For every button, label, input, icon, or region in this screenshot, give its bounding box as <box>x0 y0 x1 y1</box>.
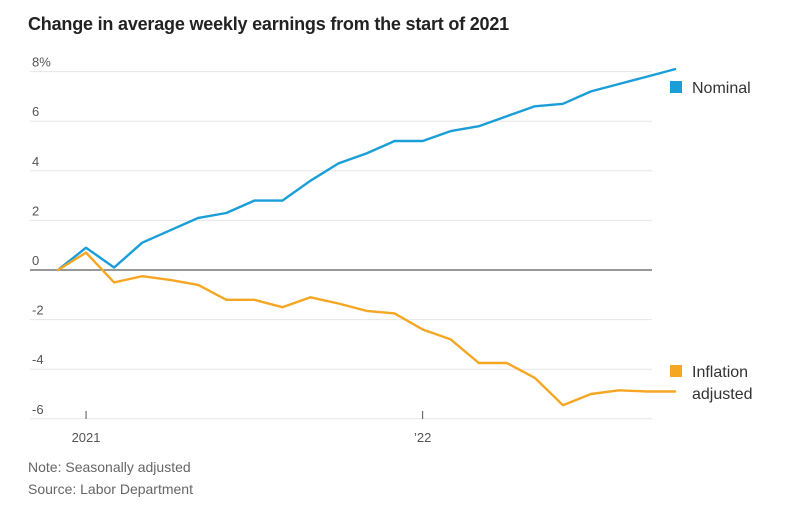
y-tick-label: 8% <box>32 55 51 70</box>
legend-nominal-swatch <box>670 81 682 93</box>
x-tick-label: 2021 <box>72 430 101 445</box>
y-tick-label: 2 <box>32 203 39 218</box>
x-tick-label: ’22 <box>414 430 431 445</box>
series-line-inflation-adjusted <box>56 251 677 407</box>
series-layer <box>56 67 677 407</box>
y-tick-label: -6 <box>32 402 44 417</box>
axis-layer: 8% 6 4 2 0 -2 -4 -6 2021 ’22 <box>32 55 431 445</box>
series-line-nominal <box>56 67 677 272</box>
y-tick-label: -4 <box>32 352 44 367</box>
y-tick-label: 0 <box>32 253 39 268</box>
y-tick-label: 4 <box>32 154 39 169</box>
y-tick-label: -2 <box>32 303 44 318</box>
chart-title: Change in average weekly earnings from t… <box>28 14 509 34</box>
legend-inflation-adjusted-label: Inflation adjusted <box>692 364 753 403</box>
chart-source: Source: Labor Department <box>28 481 193 497</box>
y-tick-label: 6 <box>32 104 39 119</box>
chart-note: Note: Seasonally adjusted <box>28 459 191 475</box>
legend-inflation-adjusted-swatch <box>670 365 682 377</box>
legend-nominal-label: Nominal <box>692 80 751 97</box>
legend: Nominal Inflation adjusted <box>670 80 753 403</box>
grid-layer <box>30 71 652 420</box>
